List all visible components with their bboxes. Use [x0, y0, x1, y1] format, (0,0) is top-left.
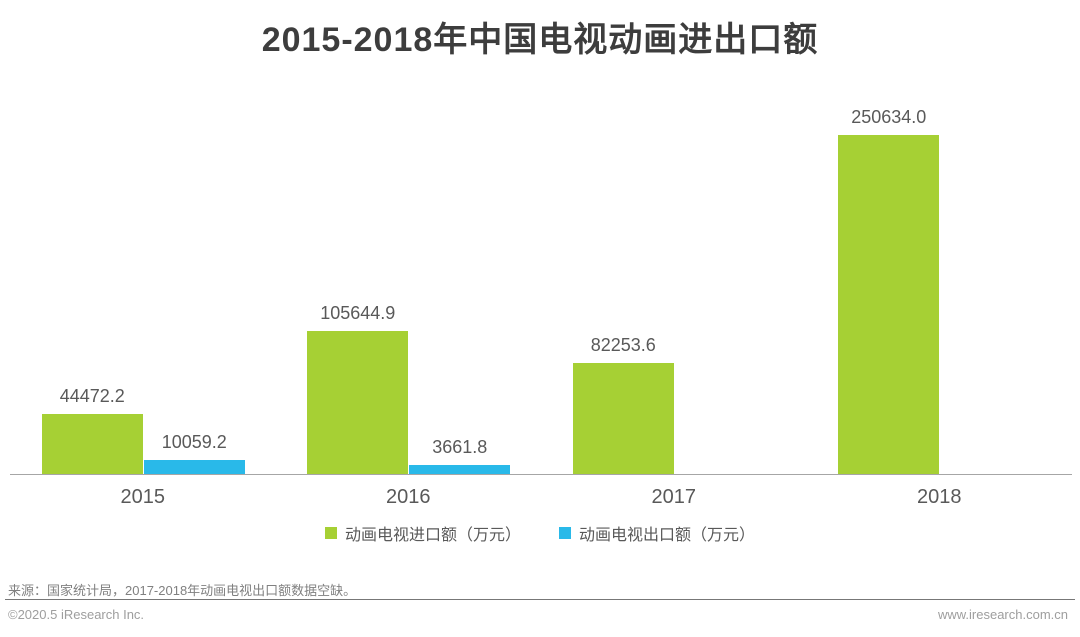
- value-label-export-2015: 10059.2: [161, 432, 227, 452]
- value-label-export-2016: 3661.8: [432, 437, 488, 457]
- x-tick-2018: 2018: [917, 486, 962, 508]
- bar-import-2017: [572, 363, 674, 474]
- chart-plot-area: 2015 44472.2 10059.2 2016 105644.9 3661.8 2017…: [10, 107, 1072, 508]
- legend-label-export: 动画电视出口额（万元）: [579, 527, 756, 544]
- value-label-import-2016: 105644.9: [320, 303, 396, 323]
- chart-legend: 动画电视进口额（万元） 动画电视出口额（万元）: [0, 521, 1080, 545]
- bar-import-2018: [838, 135, 940, 474]
- x-tick-2017: 2017: [651, 486, 697, 508]
- bar-import-2015: [41, 414, 143, 474]
- footer-divider: [5, 599, 1075, 600]
- website-text: www.iresearch.com.cn: [937, 607, 1068, 622]
- legend-label-import: 动画电视进口额（万元）: [344, 527, 521, 544]
- value-label-import-2017: 82253.6: [590, 335, 656, 355]
- bar-export-2016: [409, 465, 511, 474]
- bar-import-2016: [307, 331, 409, 474]
- x-tick-2016: 2016: [386, 486, 431, 508]
- value-label-import-2018: 250634.0: [851, 107, 927, 127]
- bar-export-2015: [143, 460, 245, 474]
- page-title: 2015-2018年中国电视动画进出口额: [261, 21, 819, 59]
- x-tick-2015: 2015: [120, 486, 166, 508]
- value-label-import-2015: 44472.2: [59, 386, 125, 406]
- copyright-text: ©2020.5 iResearch Inc.: [8, 607, 145, 622]
- x-axis-line: [10, 474, 1072, 475]
- legend-swatch-export-icon: [559, 527, 571, 539]
- legend-item-import: 动画电视进口额（万元）: [324, 521, 521, 545]
- legend-swatch-import-icon: [324, 527, 337, 539]
- legend-item-export: 动画电视出口额（万元）: [559, 521, 755, 545]
- source-note: 来源：国家统计局，2017-2018年动画电视出口额数据空缺。: [8, 583, 357, 598]
